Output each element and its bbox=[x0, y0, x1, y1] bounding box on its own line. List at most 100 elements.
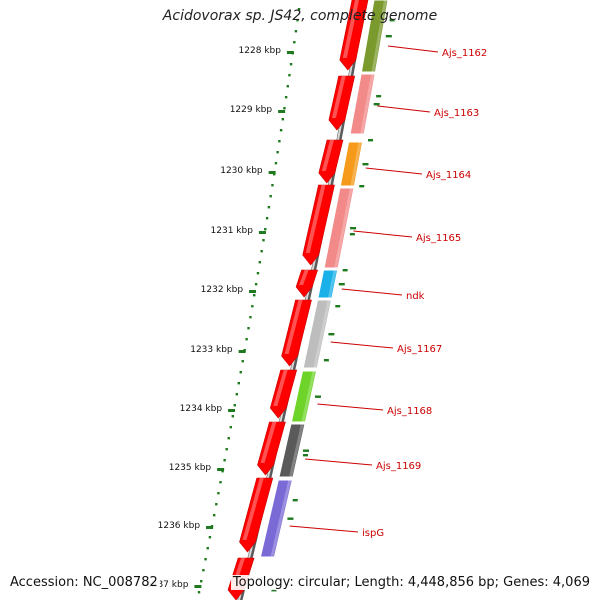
ruler-dot bbox=[241, 360, 244, 363]
gene-track-tick bbox=[292, 499, 298, 502]
ruler-dot bbox=[278, 140, 281, 143]
gene-track-tick bbox=[302, 454, 308, 457]
ruler-dash bbox=[286, 51, 294, 54]
gene-track-tick bbox=[342, 269, 348, 272]
ruler-label: 1229 kbp bbox=[230, 105, 273, 115]
gene-label: Ajs_1162 bbox=[442, 48, 487, 59]
ruler-dot bbox=[223, 459, 226, 462]
gene-feature-highlight bbox=[313, 300, 331, 368]
gene-features bbox=[259, 0, 395, 592]
ruler-dot bbox=[256, 272, 260, 275]
forward-arrow-highlight bbox=[242, 478, 264, 540]
genome-summary-text: Topology: circular; Length: 4,448,856 bp… bbox=[230, 575, 592, 590]
ruler-label: 1228 kbp bbox=[239, 46, 282, 56]
gene-track-tick bbox=[368, 139, 374, 142]
genome-title: Acidovorax sp. JS42, complete genome bbox=[162, 8, 438, 24]
ruler-dot bbox=[262, 239, 265, 242]
ruler-dot bbox=[293, 41, 296, 44]
ruler-dot bbox=[237, 382, 240, 385]
label-connector bbox=[305, 458, 373, 466]
ruler-dot bbox=[279, 129, 283, 132]
ruler-label: 1233 kbp bbox=[190, 345, 233, 355]
ruler-label: 1236 kbp bbox=[158, 521, 201, 531]
ruler-dot bbox=[231, 415, 234, 418]
ruler-dash bbox=[194, 585, 202, 588]
ruler-label: 1237 kbp bbox=[146, 580, 189, 590]
ruler-dot bbox=[219, 481, 222, 484]
gene-label: Ajs_1168 bbox=[387, 406, 432, 417]
ruler-dot bbox=[286, 85, 289, 88]
ruler-dot bbox=[229, 426, 232, 429]
ruler-dot bbox=[235, 393, 239, 396]
ruler-dot bbox=[289, 63, 293, 66]
forward-strand-arrows bbox=[227, 0, 369, 600]
ruler-dot bbox=[267, 206, 271, 209]
gene-feature-highlight bbox=[327, 270, 337, 298]
gene-track-tick bbox=[323, 359, 329, 362]
ruler-dash bbox=[206, 526, 214, 529]
ruler-dot bbox=[264, 228, 267, 231]
ruler-dash bbox=[278, 110, 286, 113]
ruler-dot bbox=[271, 184, 274, 187]
gene-tick bbox=[350, 227, 357, 230]
gene-label: ndk bbox=[406, 291, 425, 302]
ruler-label: 1231 kbp bbox=[211, 226, 254, 236]
gene-tick bbox=[373, 103, 380, 106]
gene-tick bbox=[314, 395, 321, 398]
ruler-label: 1234 kbp bbox=[180, 404, 223, 414]
ruler-dot bbox=[269, 195, 272, 198]
label-connector bbox=[289, 525, 359, 533]
forward-arrow bbox=[295, 269, 319, 298]
gene-label: Ajs_1165 bbox=[416, 233, 461, 244]
ruler-dot bbox=[276, 151, 279, 154]
ruler-dot bbox=[288, 74, 291, 77]
gene-track-tick bbox=[389, 19, 395, 22]
forward-arrow-highlight bbox=[260, 422, 277, 463]
ruler-dot bbox=[225, 448, 228, 451]
ruler-dash bbox=[238, 350, 246, 353]
ruler-dot bbox=[233, 404, 237, 407]
gene-label: Ajs_1167 bbox=[397, 344, 442, 355]
ruler-label: 1230 kbp bbox=[220, 166, 263, 176]
gene-feature bbox=[339, 141, 364, 187]
ruler-dot bbox=[217, 492, 220, 495]
label-connector bbox=[365, 167, 423, 175]
gene-feature-highlight bbox=[350, 142, 362, 186]
ruler-dot bbox=[202, 569, 205, 572]
gene-track-tick bbox=[376, 95, 382, 98]
gene-feature-highlight bbox=[360, 74, 375, 134]
label-connector bbox=[353, 230, 413, 238]
gene-feature bbox=[323, 187, 355, 269]
ruler-dot bbox=[272, 173, 276, 176]
gene-label: Ajs_1163 bbox=[434, 108, 479, 119]
gene-track-tick bbox=[271, 589, 277, 592]
gene-tick bbox=[385, 35, 392, 38]
gene-feature bbox=[317, 269, 339, 299]
forward-arrow-highlight bbox=[284, 300, 303, 354]
gene-feature bbox=[349, 73, 376, 135]
label-connector bbox=[377, 105, 431, 113]
ruler-dot bbox=[249, 316, 252, 319]
gene-track-tick bbox=[349, 233, 355, 236]
ruler-dot bbox=[294, 30, 298, 33]
forward-arrow-highlight bbox=[331, 76, 346, 118]
ruler-dot bbox=[254, 283, 258, 286]
gene-feature-highlight bbox=[371, 0, 387, 72]
ruler-dot bbox=[283, 107, 286, 110]
gene-feature-highlight bbox=[289, 424, 304, 477]
gene-track-tick bbox=[359, 185, 365, 188]
ruler-dash bbox=[228, 409, 236, 412]
accession-text: Accession: NC_008782 bbox=[8, 575, 160, 590]
gene-feature bbox=[278, 423, 306, 478]
gene-tick bbox=[328, 333, 335, 336]
ruler-dot bbox=[247, 327, 250, 330]
ruler-dash bbox=[249, 290, 257, 293]
gene-tick bbox=[287, 517, 294, 520]
forward-arrow-highlight bbox=[299, 270, 309, 285]
gene-tick bbox=[362, 163, 369, 166]
gene-label: Ajs_1169 bbox=[376, 461, 421, 472]
ruler-ticks bbox=[197, 8, 301, 594]
gene-feature bbox=[302, 299, 333, 369]
gene-tick bbox=[338, 283, 345, 286]
ruler-label: 1232 kbp bbox=[201, 285, 244, 295]
